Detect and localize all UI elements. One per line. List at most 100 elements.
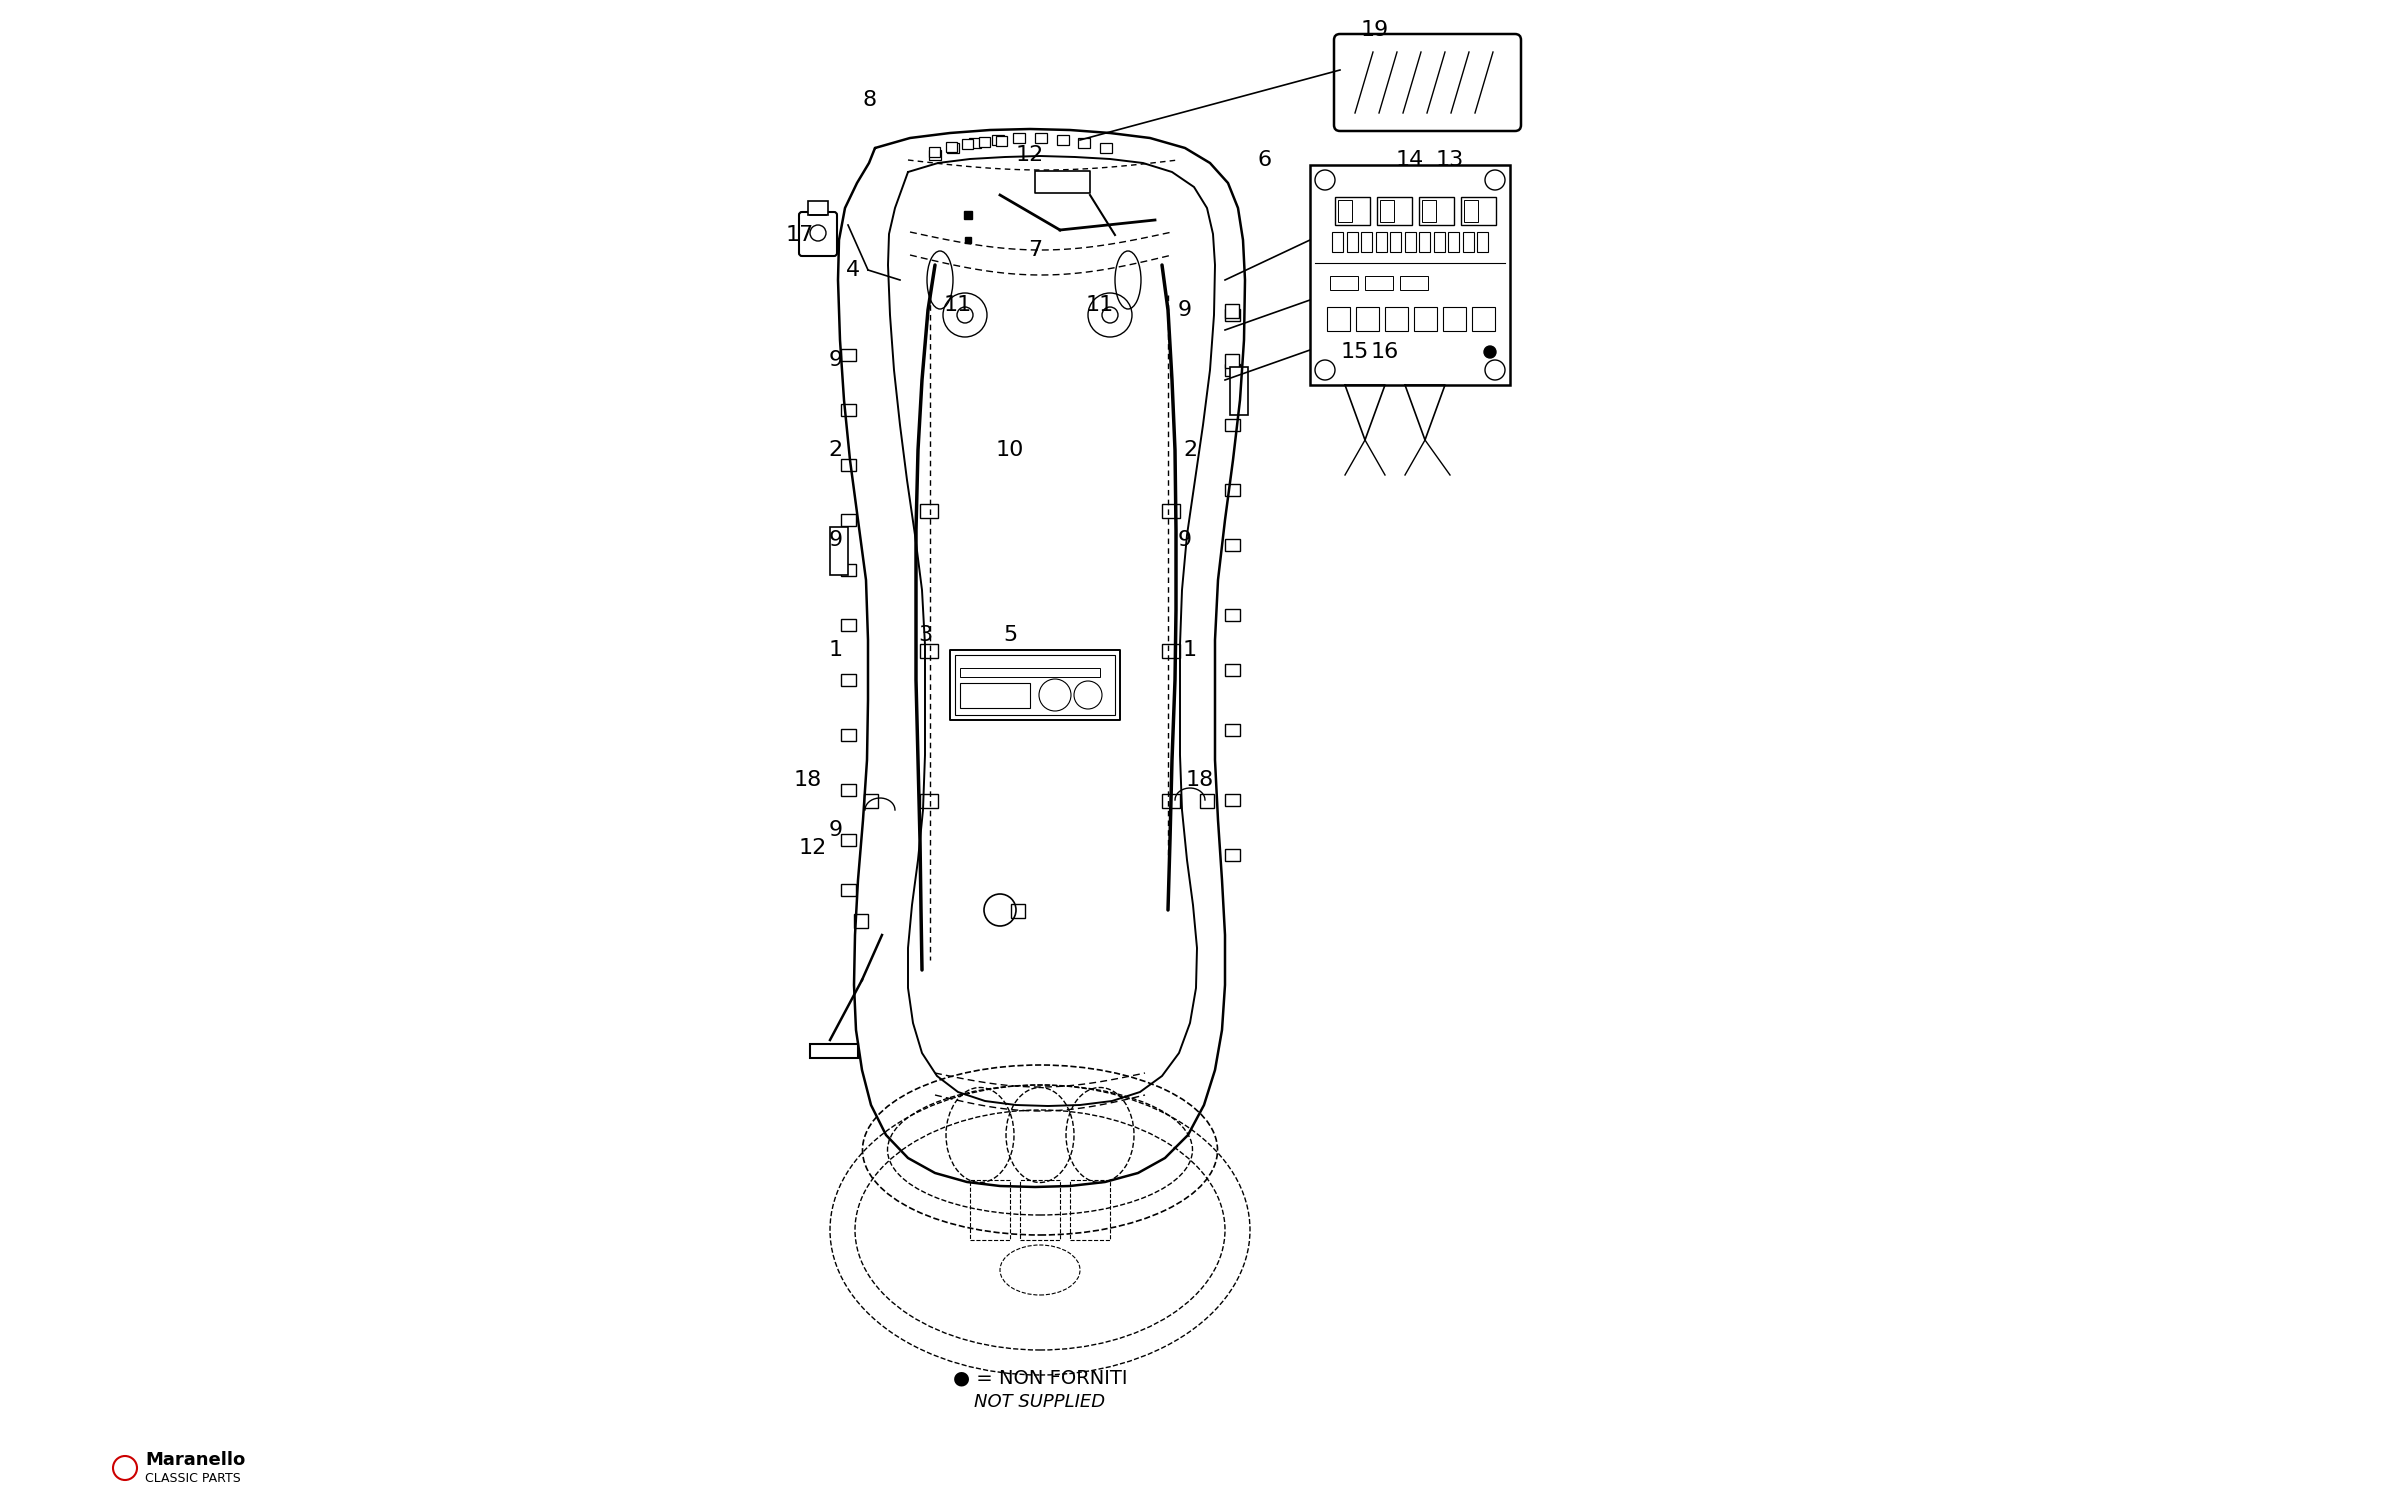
Bar xyxy=(840,349,857,361)
Bar xyxy=(1161,504,1180,518)
Bar xyxy=(919,794,938,808)
Bar xyxy=(970,1179,1010,1240)
Bar xyxy=(1422,199,1436,222)
Bar xyxy=(1355,307,1379,331)
Text: 7: 7 xyxy=(1027,240,1041,260)
Text: 5: 5 xyxy=(1003,625,1017,645)
Bar xyxy=(919,504,938,518)
Bar xyxy=(955,655,1116,716)
Bar xyxy=(1460,196,1496,225)
Circle shape xyxy=(1484,346,1496,358)
Bar xyxy=(840,834,857,846)
Bar xyxy=(1226,304,1240,319)
Bar xyxy=(1226,794,1240,806)
Bar xyxy=(1420,233,1429,252)
Text: 2: 2 xyxy=(828,439,843,461)
Text: 4: 4 xyxy=(845,260,859,279)
FancyBboxPatch shape xyxy=(800,211,838,257)
Bar xyxy=(1400,276,1427,290)
Bar xyxy=(1013,133,1025,143)
Bar xyxy=(960,683,1029,708)
Bar xyxy=(840,405,857,415)
Bar xyxy=(1331,233,1343,252)
Bar xyxy=(1034,133,1046,143)
Bar xyxy=(1020,1179,1061,1240)
Bar xyxy=(1226,485,1240,495)
FancyBboxPatch shape xyxy=(1333,35,1520,131)
Bar xyxy=(1391,233,1400,252)
Bar xyxy=(840,673,857,686)
Bar xyxy=(962,139,972,149)
Text: 10: 10 xyxy=(996,439,1025,461)
Bar xyxy=(864,794,879,808)
Bar xyxy=(1034,171,1089,193)
Text: 9: 9 xyxy=(1178,300,1192,320)
Text: Maranello: Maranello xyxy=(146,1451,244,1469)
Bar xyxy=(1326,307,1350,331)
Text: 2: 2 xyxy=(1183,439,1197,461)
Bar xyxy=(1226,849,1240,861)
Bar xyxy=(1310,165,1511,385)
Bar xyxy=(1199,794,1214,808)
Bar xyxy=(970,137,982,148)
Bar xyxy=(1463,233,1472,252)
Bar xyxy=(1415,307,1436,331)
Text: CLASSIC PARTS: CLASSIC PARTS xyxy=(146,1472,242,1484)
Text: 9: 9 xyxy=(828,530,843,550)
Bar xyxy=(840,459,857,471)
Bar xyxy=(929,149,941,160)
Text: 13: 13 xyxy=(1436,149,1465,171)
Bar xyxy=(840,619,857,631)
Text: 12: 12 xyxy=(800,838,826,858)
Text: 14: 14 xyxy=(1396,149,1424,171)
Bar xyxy=(991,134,1003,145)
Bar xyxy=(840,883,857,895)
Bar xyxy=(1010,904,1025,918)
Bar xyxy=(950,649,1120,720)
Bar xyxy=(840,513,857,525)
Bar xyxy=(855,914,869,929)
Text: 6: 6 xyxy=(1257,149,1271,171)
Text: 16: 16 xyxy=(1372,341,1398,362)
Text: ● = NON FORNITI: ● = NON FORNITI xyxy=(953,1368,1128,1388)
Bar xyxy=(1465,199,1477,222)
Bar xyxy=(1420,196,1453,225)
Bar xyxy=(1345,233,1357,252)
Text: 11: 11 xyxy=(943,294,972,316)
Bar xyxy=(919,643,938,658)
Bar xyxy=(1434,233,1444,252)
Text: 18: 18 xyxy=(1185,770,1214,790)
Bar xyxy=(946,142,958,153)
Bar xyxy=(929,146,941,157)
Bar xyxy=(809,1043,857,1059)
Bar xyxy=(1226,353,1240,368)
Bar xyxy=(1161,794,1180,808)
Bar xyxy=(1226,310,1240,322)
Text: 17: 17 xyxy=(785,225,814,245)
Bar xyxy=(1077,137,1089,148)
Bar xyxy=(1477,233,1489,252)
Bar xyxy=(1226,418,1240,430)
Text: 12: 12 xyxy=(1015,145,1044,165)
Bar xyxy=(1070,1179,1111,1240)
Bar xyxy=(996,136,1008,146)
Bar xyxy=(948,143,960,153)
Bar xyxy=(1226,609,1240,621)
Bar xyxy=(809,201,828,214)
Bar xyxy=(1226,364,1240,376)
Text: 11: 11 xyxy=(1087,294,1113,316)
Bar xyxy=(979,137,991,146)
Bar xyxy=(1444,307,1465,331)
Bar xyxy=(840,565,857,575)
Bar xyxy=(1058,134,1070,145)
Bar xyxy=(1362,233,1372,252)
Bar xyxy=(1386,307,1408,331)
Bar xyxy=(1231,367,1247,415)
Bar xyxy=(1379,199,1393,222)
Text: 8: 8 xyxy=(862,91,876,110)
Text: 18: 18 xyxy=(795,770,821,790)
Bar xyxy=(840,729,857,741)
Bar xyxy=(1377,233,1386,252)
Bar xyxy=(1226,723,1240,735)
Bar xyxy=(1448,233,1458,252)
